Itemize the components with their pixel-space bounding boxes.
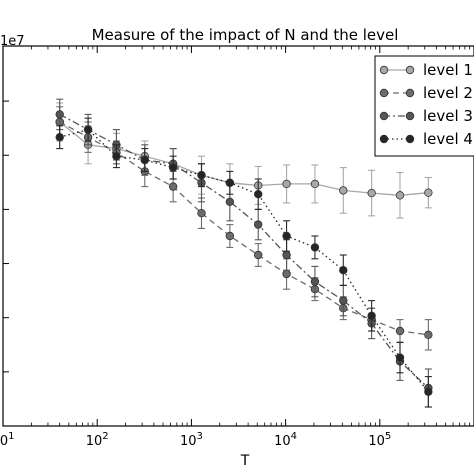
legend-label: level 2	[423, 84, 473, 102]
legend-marker	[405, 88, 415, 98]
data-point	[197, 208, 206, 218]
data-point	[282, 231, 291, 241]
data-point	[225, 197, 235, 206]
data-point	[254, 250, 263, 260]
data-point	[367, 188, 376, 198]
data-point	[225, 178, 235, 187]
legend-box	[374, 55, 474, 157]
data-point	[424, 330, 433, 339]
data-point	[310, 277, 320, 286]
legend-marker	[405, 65, 415, 75]
data-point	[140, 155, 149, 165]
x-tick-label: 102	[86, 431, 109, 449]
data-point	[282, 269, 291, 279]
series-line	[59, 128, 429, 393]
series-group	[55, 98, 433, 408]
data-point	[395, 326, 405, 336]
data-point	[55, 132, 64, 142]
legend-marker	[379, 88, 389, 98]
data-point	[168, 182, 178, 191]
ticks: 101 102 103 104 105	[0, 46, 471, 449]
x-axis-label: T	[240, 453, 250, 469]
data-point	[168, 163, 178, 172]
data-point	[310, 243, 320, 252]
x-tick-label: 103	[180, 431, 203, 449]
data-point	[282, 250, 291, 260]
data-point	[424, 188, 433, 197]
series-line	[59, 121, 429, 336]
data-point	[424, 387, 433, 396]
legend-marker	[379, 111, 389, 121]
legend-marker	[405, 111, 415, 121]
data-point	[225, 231, 235, 241]
data-point	[395, 191, 405, 200]
data-point	[339, 186, 348, 195]
x-tick-label: 104	[274, 431, 297, 449]
data-point	[310, 179, 320, 189]
data-point	[282, 179, 291, 189]
legend: level 1 level 2 level 3 level 4	[374, 55, 474, 157]
data-point	[339, 296, 348, 305]
plot-frame-rect	[2, 45, 474, 427]
data-point	[367, 311, 376, 320]
data-point	[55, 110, 64, 119]
series-4	[55, 117, 433, 408]
data-point	[197, 170, 206, 180]
data-point	[339, 266, 348, 275]
series-line	[59, 121, 429, 196]
legend-marker	[379, 134, 389, 144]
data-point	[254, 189, 263, 199]
legend-label: level 3	[423, 107, 473, 125]
data-point	[112, 151, 121, 161]
legend-label: level 1	[423, 61, 473, 79]
x-tick-label: 105	[368, 431, 391, 449]
legend-marker	[405, 134, 415, 144]
x-tick-label: 101	[0, 431, 14, 449]
legend-marker	[379, 65, 389, 75]
data-point	[254, 220, 263, 229]
legend-label: level 4	[423, 130, 473, 148]
series-line	[59, 113, 429, 389]
data-point	[83, 125, 93, 134]
y-multiplier-label: 1e7	[0, 34, 25, 49]
chart-title: Measure of the impact of N and the level	[92, 26, 399, 44]
data-point	[395, 353, 405, 362]
plot-frame	[2, 45, 474, 427]
